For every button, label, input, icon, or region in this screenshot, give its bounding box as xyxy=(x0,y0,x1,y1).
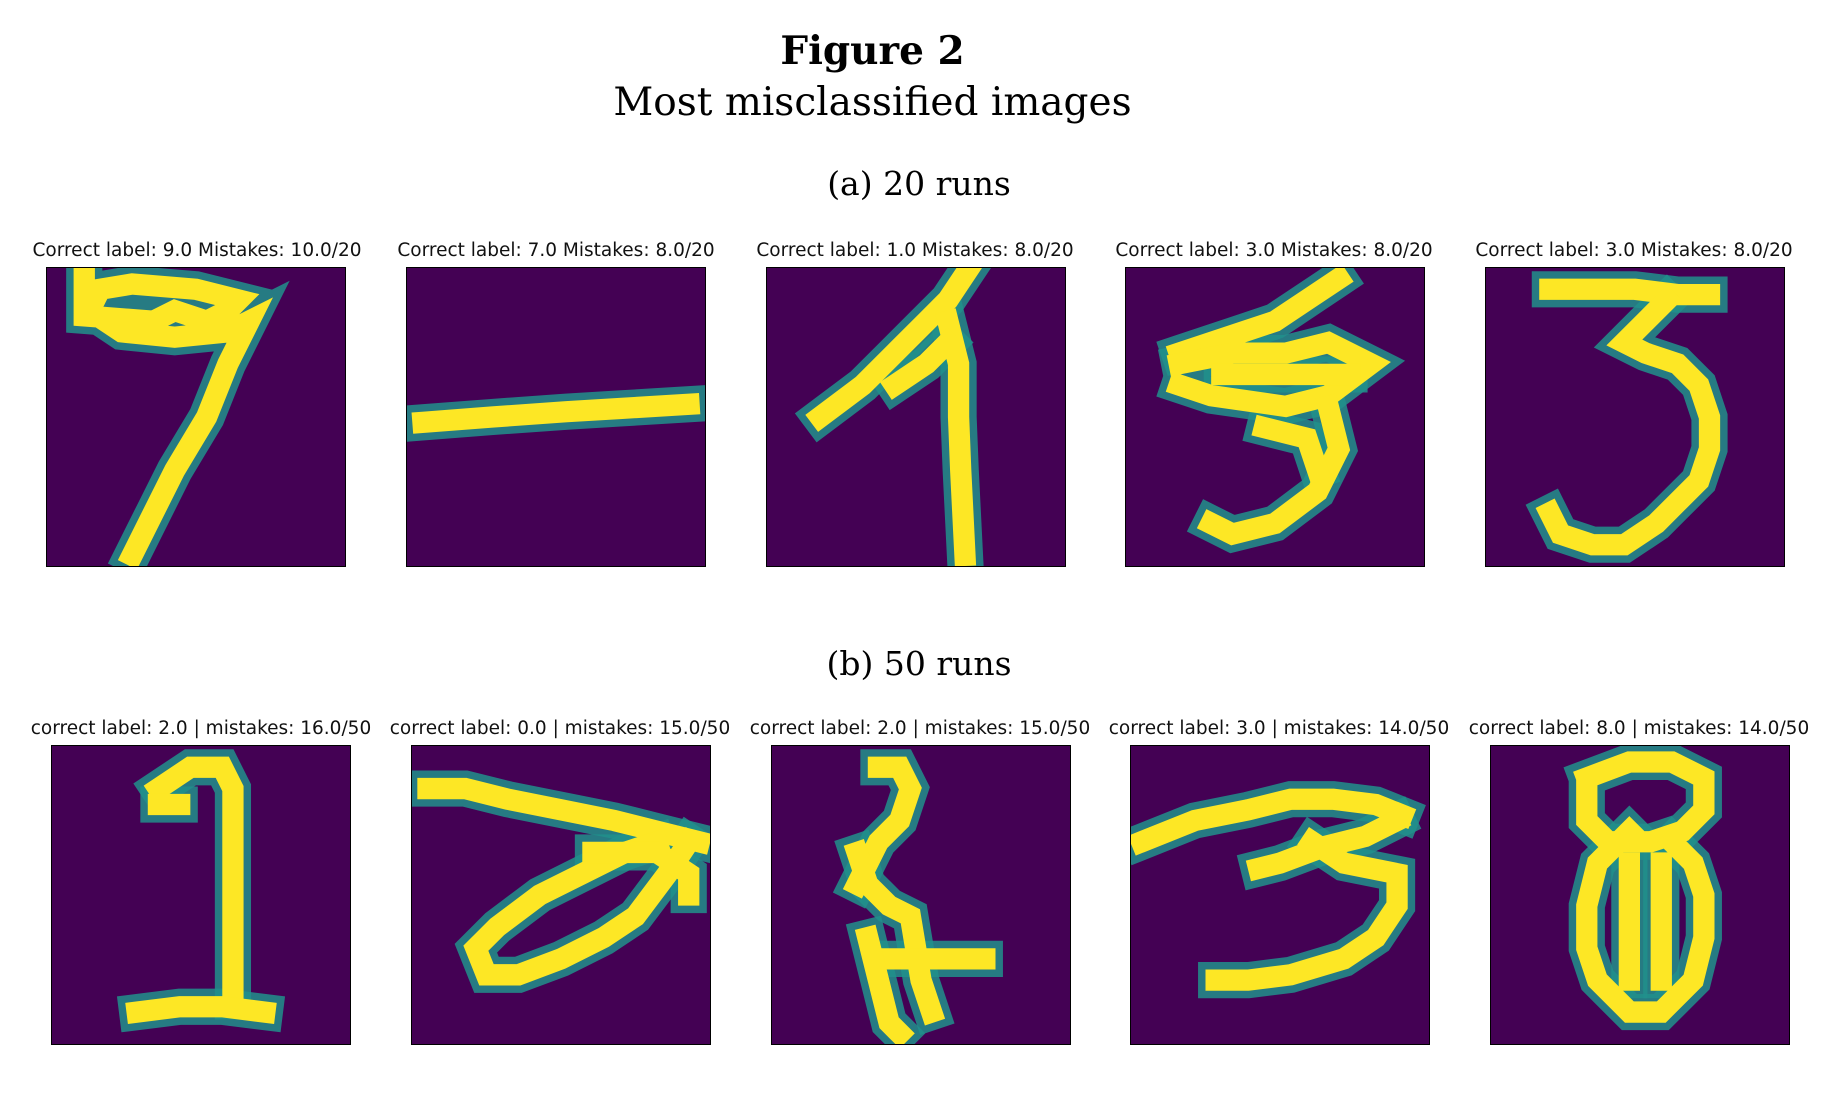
panel-a-image-1 xyxy=(46,267,346,567)
figure-title: Figure 2 xyxy=(780,28,965,74)
digit-stroke xyxy=(1573,751,1715,853)
panel-b-image-3 xyxy=(771,745,1071,1045)
digit-stroke xyxy=(843,838,946,1026)
digit-stroke xyxy=(1576,816,1715,1023)
digit-stroke xyxy=(1165,268,1354,367)
digit-stroke xyxy=(1539,278,1721,306)
panel-a-image-5 xyxy=(1485,267,1785,567)
panel-b-image-2-title: correct label: 0.0 | mistakes: 15.0/50 xyxy=(389,718,731,739)
panel-a-image-2-title: Correct label: 7.0 Mistakes: 8.0/20 xyxy=(397,240,715,261)
panel-b-image-5 xyxy=(1490,745,1790,1045)
panel-b-image-4 xyxy=(1130,745,1430,1045)
panel-a-image-5-title: Correct label: 3.0 Mistakes: 8.0/20 xyxy=(1475,240,1793,261)
panel-a-image-4 xyxy=(1125,267,1425,567)
digit-stroke xyxy=(1131,788,1417,856)
digit-stroke xyxy=(463,827,704,986)
panel-a-image-3-title: Correct label: 1.0 Mistakes: 8.0/20 xyxy=(756,240,1074,261)
digit-stroke xyxy=(1535,284,1721,556)
panel-a-image-4-title: Correct label: 3.0 Mistakes: 8.0/20 xyxy=(1115,240,1433,261)
panel-b-image-4-title: correct label: 3.0 | mistakes: 14.0/50 xyxy=(1108,718,1450,739)
panel-b-image-3-title: correct label: 2.0 | mistakes: 15.0/50 xyxy=(749,718,1091,739)
digit-stroke xyxy=(1196,393,1351,546)
panel-b-image-1 xyxy=(51,745,351,1045)
digit-stroke xyxy=(935,308,977,566)
digit-stroke xyxy=(73,268,274,566)
digit-stroke xyxy=(805,268,983,432)
panel-b-caption: (b) 50 runs xyxy=(826,644,1012,683)
figure-subtitle: Most misclassified images xyxy=(613,80,1132,125)
panel-b-image-1-title: correct label: 2.0 | mistakes: 16.0/50 xyxy=(30,718,372,739)
panel-a-image-1-title: Correct label: 9.0 Mistakes: 10.0/20 xyxy=(32,240,362,261)
digit-stroke xyxy=(411,392,701,434)
panel-a-caption: (a) 20 runs xyxy=(827,164,1011,203)
digit-stroke xyxy=(1205,827,1408,991)
digit-stroke xyxy=(854,924,915,1044)
digit-stroke xyxy=(1165,331,1391,418)
digit-stroke xyxy=(125,996,277,1024)
panel-b-image-5-title: correct label: 8.0 | mistakes: 14.0/50 xyxy=(1468,718,1810,739)
digit-stroke xyxy=(1251,414,1332,484)
digit-stroke xyxy=(582,841,700,906)
digit-stroke xyxy=(879,327,963,400)
panel-a-image-3 xyxy=(766,267,1066,567)
panel-a-image-2 xyxy=(406,267,706,567)
panel-b-image-2 xyxy=(411,745,711,1045)
digit-stroke xyxy=(143,756,244,1013)
